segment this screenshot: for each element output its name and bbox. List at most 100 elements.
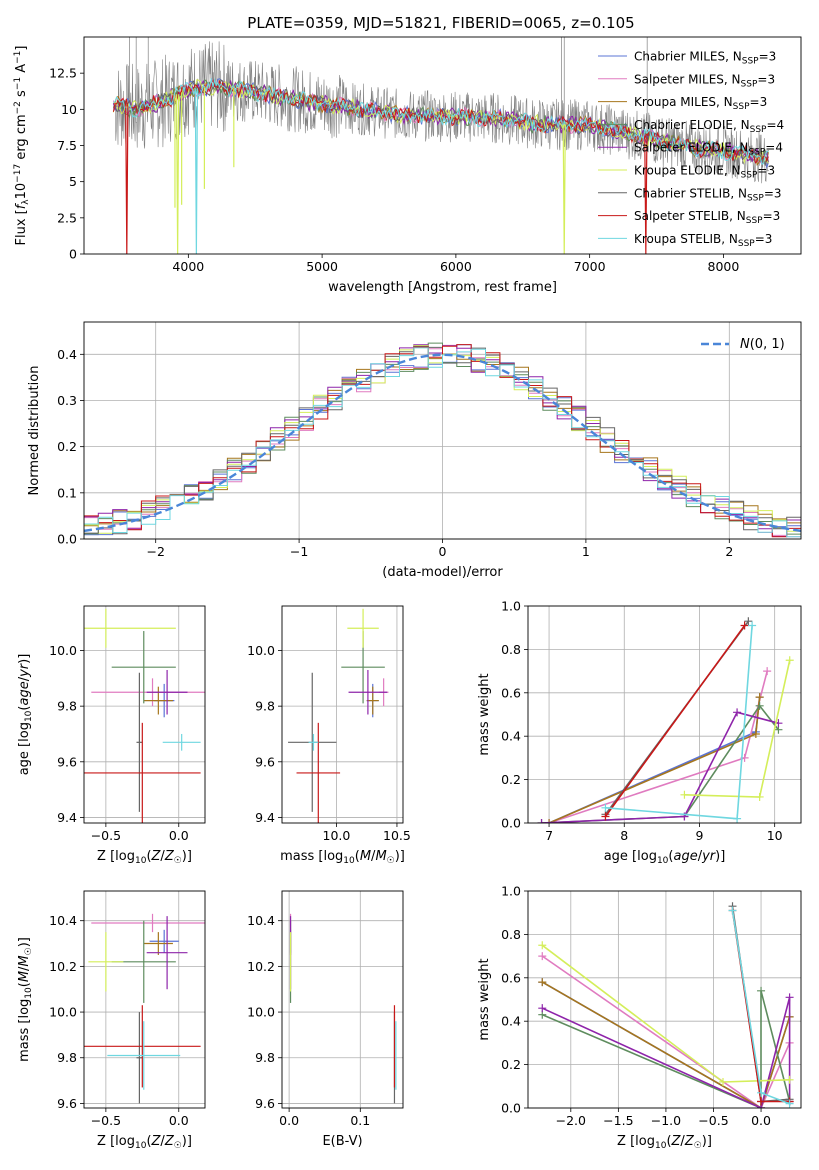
- mass-vs-Z-ylabel-part: /: [17, 966, 32, 971]
- mass-vs-Z-xlabel-part: Z: [151, 1134, 162, 1149]
- spectrum-legend-label-part: =3: [763, 209, 781, 223]
- spectrum-ylabel-part: erg cm: [14, 114, 29, 163]
- spectrum-model-chabrier-elodie: [112, 78, 769, 162]
- spectrum-legend-label-part: Chabrier STELIB, N: [634, 186, 747, 200]
- mass-vs-Z-ylabel-part: 10: [24, 987, 34, 999]
- mass-weight-vs-Z-plot-area: [538, 902, 794, 1108]
- mass-weight-vs-age-marker-kroupa-stelib: [601, 803, 610, 812]
- mass-weight-vs-Z-xlabel-part: Z [log: [617, 1134, 655, 1149]
- mass-vs-EBV-axes: 0.0 0.1 9.6 9.8 10.0 10.2 10.4: [247, 891, 403, 1128]
- spectrum-ylabel-part: −1: [13, 51, 23, 64]
- spectrum-legend-label-part: SSP: [750, 125, 767, 135]
- residual-distribution-ytick-label: 0.4: [57, 347, 77, 362]
- residual-distribution-xtick-label: 2: [725, 544, 733, 559]
- mass-vs-Z-ylabel-part: mass [log: [17, 999, 32, 1062]
- mass-vs-Z-ytick-label: 10.2: [49, 959, 77, 974]
- mass-vs-EBV-ytick-label: 10.0: [247, 1005, 275, 1020]
- mass-vs-Z-xlabel-part: 10: [135, 1141, 147, 1151]
- mass-vs-Z-ytick-label: 9.8: [57, 1050, 77, 1065]
- spectrum-legend-label-part: SSP: [747, 193, 764, 203]
- residual-distribution-ytick-label: 0.1: [57, 485, 77, 500]
- spectrum-legend-label-part: SSP: [733, 102, 750, 112]
- age-vs-mass-xlabel-part: /: [371, 849, 376, 864]
- mass-weight-vs-Z-marker-kroupa-stelib: [728, 906, 737, 915]
- mass-weight-vs-age-marker-salpeter-miles: [763, 667, 772, 676]
- spectrum-legend-label-part: Salpeter MILES, N: [634, 72, 741, 86]
- mass-weight-vs-age-marker-salpeter-stelib: [601, 812, 610, 821]
- mass-weight-vs-Z-marker-salpeter-elodie: [538, 1004, 547, 1013]
- spectrum-ylabel-part: ]: [14, 46, 29, 51]
- mass-weight-vs-age-marker-kroupa-miles: [545, 819, 554, 823]
- mass-vs-Z-ylabel-part: M: [17, 971, 32, 982]
- spectrum-legend-label: Chabrier STELIB, NSSP=3: [634, 186, 782, 203]
- age-vs-Z-plot-area: [84, 608, 205, 823]
- age-vs-Z-ylabel-part: )]: [17, 654, 32, 664]
- spectrum-legend-label-part: =3: [759, 50, 777, 64]
- mass-weight-vs-age-frame: [527, 605, 802, 824]
- mass-vs-Z-axes: −0.5 0.0 9.6 9.8 10.0 10.2 10.4: [49, 891, 205, 1128]
- mass-weight-vs-age-xlabel: age [log10(age/yr)]: [604, 849, 726, 866]
- mass-weight-vs-Z-frame: [527, 890, 802, 1109]
- mass-weight-vs-age-marker-chabrier-elodie: [755, 701, 764, 710]
- mass-weight-vs-Z-marker-kroupa-stelib: [785, 1099, 794, 1108]
- age-vs-mass-xlabel-part: mass [log: [280, 849, 343, 864]
- age-vs-Z-xlabel-part: (: [146, 849, 151, 864]
- age-vs-Z-ylabel-part: (: [17, 706, 32, 711]
- spectrum-ylabel-part: f: [14, 202, 29, 209]
- mass-vs-EBV-xlabel-part: E(B-V): [322, 1134, 362, 1149]
- spectrum-legend-label: Salpeter MILES, NSSP=3: [634, 72, 775, 89]
- spectrum-legend-label: Chabrier MILES, NSSP=3: [634, 50, 776, 67]
- mass-weight-vs-age-ytick-label: 0.0: [501, 816, 521, 831]
- mass-weight-vs-age-marker-kroupa-elodie: [755, 792, 764, 801]
- mass-weight-vs-age-xlabel-part: (: [668, 849, 673, 864]
- age-vs-mass-xlabel-part: )]: [395, 849, 405, 864]
- age-vs-Z-xlabel-part: )]: [182, 849, 192, 864]
- mass-weight-vs-Z-line-kroupa-miles: [541, 981, 791, 1108]
- spectrum-legend-label: Salpeter STELIB, NSSP=3: [634, 209, 780, 226]
- mass-vs-Z-xtick-label: −0.5: [91, 1113, 121, 1128]
- residual-plot-area: [84, 342, 801, 539]
- mass-weight-vs-age-line-kroupa-miles: [548, 697, 761, 823]
- mass-vs-Z-xtick-label: 0.0: [169, 1113, 189, 1128]
- mass-weight-vs-age-marker-chabrier-stelib: [744, 617, 753, 626]
- mass-vs-Z-xlabel-part: ☉: [174, 1141, 182, 1151]
- age-vs-Z-xlabel-part: Z: [151, 849, 162, 864]
- spectrum-ylabel-part: Flux [: [14, 209, 29, 245]
- mass-vs-Z-ytick-label: 10.4: [49, 913, 77, 928]
- spectrum-ylabel-part: −1: [13, 77, 23, 90]
- spectrum-dip: [194, 88, 199, 254]
- spectrum-xtick-label: 4000: [172, 259, 204, 274]
- age-vs-mass-ytick-label: 9.8: [255, 699, 275, 714]
- mass-weight-vs-age-line-salpeter-stelib: [604, 625, 746, 817]
- mass-weight-vs-Z-xlabel-part: ☉: [694, 1141, 702, 1151]
- spectrum-ytick-label: 7.5: [57, 138, 77, 153]
- spectrum-xtick-label: 5000: [306, 259, 338, 274]
- mass-weight-vs-Z-xtick-label: −0.5: [698, 1113, 728, 1128]
- age-vs-mass-xlabel-part: M: [360, 849, 371, 864]
- mass-weight-vs-Z-xlabel-part: Z: [684, 1134, 695, 1149]
- age-vs-mass-xlabel: mass [log10(M/M☉)]: [280, 849, 405, 866]
- age-vs-Z-xlabel: Z [log10(Z/Z☉)]: [97, 849, 192, 866]
- mass-vs-Z-plot-area: [84, 913, 205, 1104]
- mass-weight-vs-age-ytick-label: 0.8: [501, 642, 521, 657]
- spectrum-legend-label-part: SSP: [738, 239, 755, 249]
- age-vs-mass-xtick-label: 10.0: [323, 828, 351, 843]
- mass-weight-vs-Z-ytick-label: 0.2: [501, 1057, 521, 1072]
- residual-distribution-xlabel: (data-model)/error: [382, 565, 503, 580]
- mass-vs-EBV-frame: [281, 890, 404, 1109]
- mass-weight-vs-age-xlabel-part: 10: [657, 856, 669, 866]
- spectrum-xtick-label: 7000: [574, 259, 606, 274]
- mass-weight-vs-age-xtick-label: 7: [545, 828, 553, 843]
- age-vs-Z-ytick-label: 9.4: [57, 810, 77, 825]
- mass-weight-vs-Z-marker-salpeter-elodie: [785, 993, 794, 1002]
- mass-weight-vs-age-ylabel: mass weight: [477, 673, 492, 755]
- spectrum-legend-label: Kroupa STELIB, NSSP=3: [634, 232, 772, 249]
- mass-vs-Z-xlabel-part: )]: [182, 1134, 192, 1149]
- spectrum-xtick-label: 6000: [440, 259, 472, 274]
- spectrum-legend-label-part: SSP: [746, 216, 763, 226]
- age-vs-mass-xlabel-part: 10: [343, 856, 355, 866]
- spectrum-frame: [83, 36, 802, 255]
- mass-weight-vs-age-xtick-label: 9: [695, 828, 703, 843]
- age-vs-Z-xtick-label: −0.5: [91, 828, 121, 843]
